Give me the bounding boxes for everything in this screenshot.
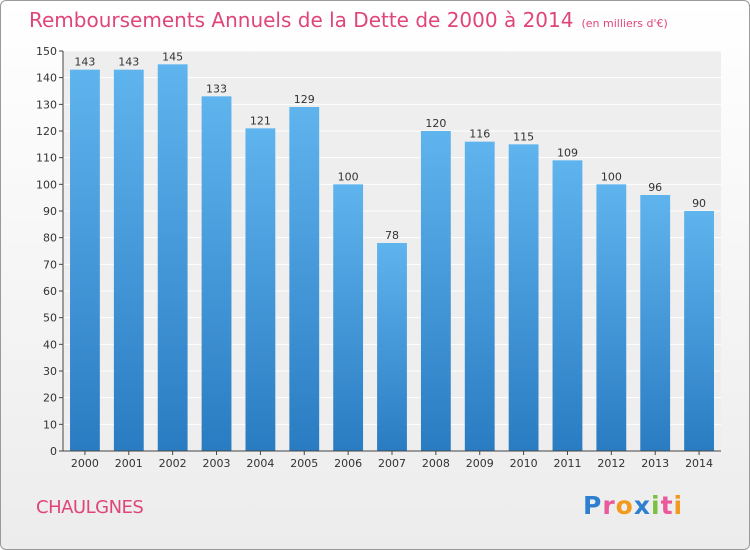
bar-2012: [596, 184, 627, 452]
bar-2011: [552, 160, 583, 452]
y-tick-label: 30: [43, 365, 57, 378]
value-label-2006: 100: [338, 170, 359, 183]
y-tick-label: 10: [43, 418, 57, 431]
value-label-2013: 96: [648, 181, 662, 194]
value-label-2003: 133: [206, 82, 227, 95]
town-name: CHAULGNES: [36, 497, 144, 518]
y-tick-label: 50: [43, 312, 57, 325]
bar-2009: [464, 141, 495, 451]
x-tick-label-2003: 2003: [203, 457, 231, 470]
value-label-2010: 115: [513, 130, 534, 143]
x-tick-label-2000: 2000: [71, 457, 99, 470]
x-tick-label-2002: 2002: [159, 457, 187, 470]
bar-2003: [201, 96, 232, 451]
bar-2007: [377, 243, 407, 451]
bar-2005: [289, 107, 320, 451]
chart-title: Remboursements Annuels de la Dette de 20…: [29, 8, 668, 32]
value-label-2008: 120: [425, 117, 446, 130]
y-tick-label: 130: [36, 98, 57, 111]
value-label-2000: 143: [74, 56, 95, 69]
y-tick-label: 120: [36, 125, 57, 138]
y-tick-label: 20: [43, 392, 57, 405]
y-tick-label: 150: [36, 45, 57, 58]
x-tick-label-2007: 2007: [378, 457, 406, 470]
bar-2013: [640, 195, 671, 451]
value-label-2002: 145: [162, 50, 183, 63]
y-tick-label: 140: [36, 72, 57, 85]
x-tick-label-2008: 2008: [422, 457, 450, 470]
proxiti-logo[interactable]: Proxiti: [583, 491, 684, 520]
x-tick-label-2005: 2005: [290, 457, 318, 470]
y-tick-label: 80: [43, 232, 57, 245]
bar-2000: [70, 69, 100, 452]
bar-2008: [420, 131, 451, 451]
bar-2006: [333, 184, 364, 452]
value-label-2004: 121: [250, 114, 271, 127]
bar-2001: [113, 69, 144, 452]
y-tick-label: 90: [43, 205, 57, 218]
y-tick-label: 70: [43, 258, 57, 271]
value-label-2014: 90: [692, 197, 706, 210]
bar-2004: [245, 128, 276, 451]
x-tick-label-2014: 2014: [685, 457, 713, 470]
chart-title-text: Remboursements Annuels de la Dette de 20…: [29, 8, 574, 32]
bar-2002: [157, 64, 188, 452]
x-tick-label-2013: 2013: [641, 457, 669, 470]
y-tick-label: 0: [50, 445, 57, 458]
value-label-2011: 109: [557, 146, 578, 159]
x-tick-label-2009: 2009: [466, 457, 494, 470]
bar-2014: [684, 211, 714, 451]
x-tick-label-2011: 2011: [553, 457, 581, 470]
value-label-2001: 143: [118, 56, 139, 69]
y-tick-label: 100: [36, 178, 57, 191]
value-label-2005: 129: [294, 93, 315, 106]
value-label-2012: 100: [601, 170, 622, 183]
bar-2010: [508, 144, 539, 452]
x-tick-label-2001: 2001: [115, 457, 143, 470]
value-label-2009: 116: [469, 128, 490, 141]
x-tick-label-2012: 2012: [597, 457, 625, 470]
y-tick-label: 110: [36, 152, 57, 165]
x-tick-label-2010: 2010: [510, 457, 538, 470]
x-tick-label-2006: 2006: [334, 457, 362, 470]
y-tick-label: 60: [43, 285, 57, 298]
x-tick-label-2004: 2004: [246, 457, 274, 470]
chart-unit: (en milliers d'€): [581, 17, 668, 30]
y-tick-label: 40: [43, 338, 57, 351]
value-label-2007: 78: [385, 229, 399, 242]
